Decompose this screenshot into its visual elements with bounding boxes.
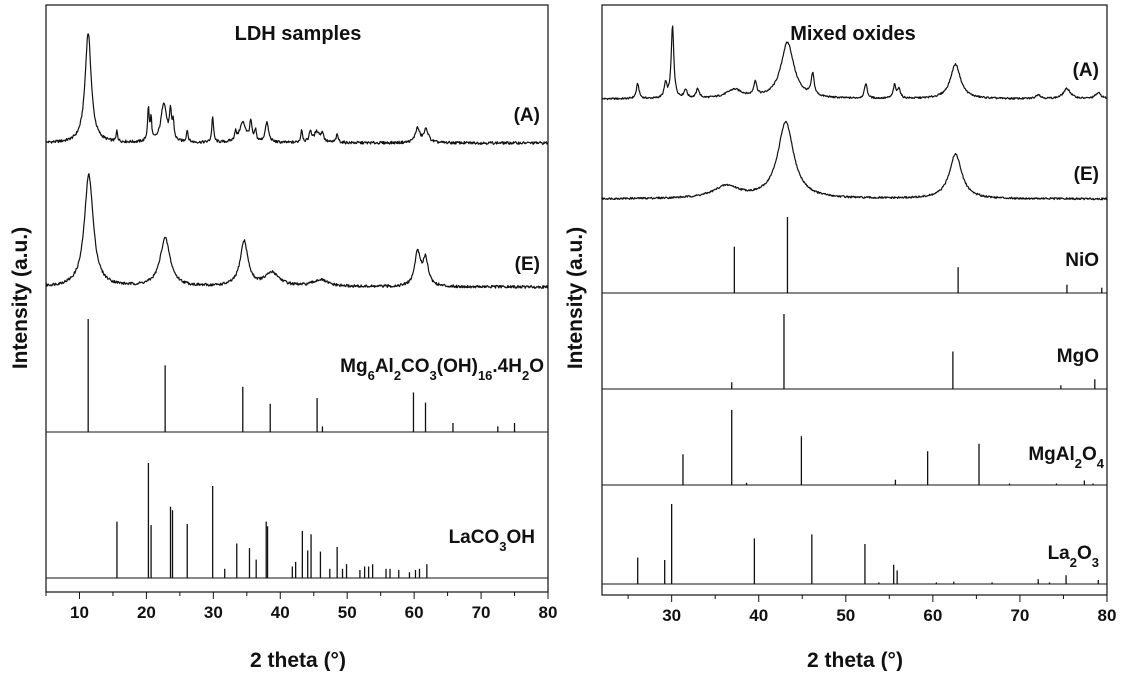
- oxides-x-tick-label-50: 50: [836, 606, 855, 625]
- ldh-series-e: (E): [45, 173, 549, 289]
- ldh-series-label-a: (A): [514, 105, 540, 126]
- ldh-x-ticks: 10 20 30 40 50 60 70 80: [45, 592, 558, 622]
- oxides-trace-e: [601, 120, 1108, 201]
- oxides-plot-frame: [601, 4, 1108, 596]
- oxides-x-tick-label-40: 40: [749, 606, 768, 625]
- ldh-x-tick-label-30: 30: [204, 603, 223, 622]
- ldh-series-a: (A): [45, 33, 549, 145]
- oxides-x-ticks: 30 40 50 60 70 80: [627, 595, 1117, 625]
- ldh-series-laco3oh: LaCO3OH: [46, 463, 548, 579]
- ldh-x-tick-label-10: 10: [70, 603, 89, 622]
- ldh-x-tick-label-70: 70: [472, 603, 491, 622]
- ldh-x-tick-label-60: 60: [405, 603, 424, 622]
- ldh-x-tick-label-20: 20: [137, 603, 156, 622]
- oxides-y-axis-label: Intensity (a.u.): [564, 227, 587, 369]
- oxides-series-mgal2o4: MgAl2O4: [602, 410, 1107, 486]
- ldh-plot-frame: [45, 4, 549, 593]
- oxides-x-tick-label-80: 80: [1098, 606, 1117, 625]
- oxides-series-label-mgal2o4: MgAl2O4: [1028, 444, 1104, 471]
- oxides-x-tick-label-70: 70: [1010, 606, 1029, 625]
- oxides-series-a: (A): [601, 25, 1108, 101]
- ldh-series-mg6al2co3-oh-16-4h2o: Mg6Al2CO3(OH)16.4H2O: [46, 319, 548, 433]
- ldh-x-tick-label-50: 50: [338, 603, 357, 622]
- oxides-series-label-mgo: MgO: [1057, 346, 1099, 367]
- ldh-trace-e: [45, 173, 549, 289]
- ldh-x-tick-label-40: 40: [271, 603, 290, 622]
- oxides-x-tick-label-60: 60: [923, 606, 942, 625]
- ldh-y-axis-label: Intensity (a.u.): [9, 227, 32, 369]
- oxides-panel-title: Mixed oxides: [790, 23, 916, 45]
- ldh-series: (A) (E) Mg6Al2CO3(OH)16.4H2O LaCO3OH: [45, 33, 549, 579]
- oxides-series: (A) (E) NiO MgO MgAl2O4 La2O3: [601, 25, 1108, 585]
- ldh-trace-a: [45, 33, 549, 145]
- oxides-series-e: (E): [601, 120, 1108, 201]
- oxides-series-label-nio: NiO: [1065, 250, 1099, 271]
- ldh-panel-title: LDH samples: [235, 23, 362, 45]
- oxides-x-tick-label-30: 30: [662, 606, 681, 625]
- oxides-series-la2o3: La2O3: [602, 504, 1107, 585]
- ldh-samples-panel: LDH samples 2 theta (°) Intensity (a.u.)…: [9, 4, 558, 672]
- oxides-x-axis-label: 2 theta (°): [807, 649, 903, 671]
- oxides-series-label-la2o3: La2O3: [1048, 543, 1099, 570]
- oxides-trace-a: [601, 25, 1108, 101]
- oxides-series-label-a: (A): [1073, 60, 1099, 81]
- oxides-series-mgo: MgO: [602, 314, 1107, 390]
- ldh-series-label-laco3oh: LaCO3OH: [449, 527, 535, 554]
- oxides-series-label-e: (E): [1074, 164, 1099, 185]
- ldh-series-label-mg6al2co3-oh-16-4h2o: Mg6Al2CO3(OH)16.4H2O: [340, 356, 544, 383]
- mixed-oxides-panel: Mixed oxides 2 theta (°) Intensity (a.u.…: [564, 4, 1117, 672]
- ldh-x-axis-label: 2 theta (°): [250, 649, 346, 671]
- oxides-series-nio: NiO: [602, 217, 1107, 294]
- ldh-x-tick-label-80: 80: [539, 603, 558, 622]
- ldh-series-label-e: (E): [515, 254, 540, 275]
